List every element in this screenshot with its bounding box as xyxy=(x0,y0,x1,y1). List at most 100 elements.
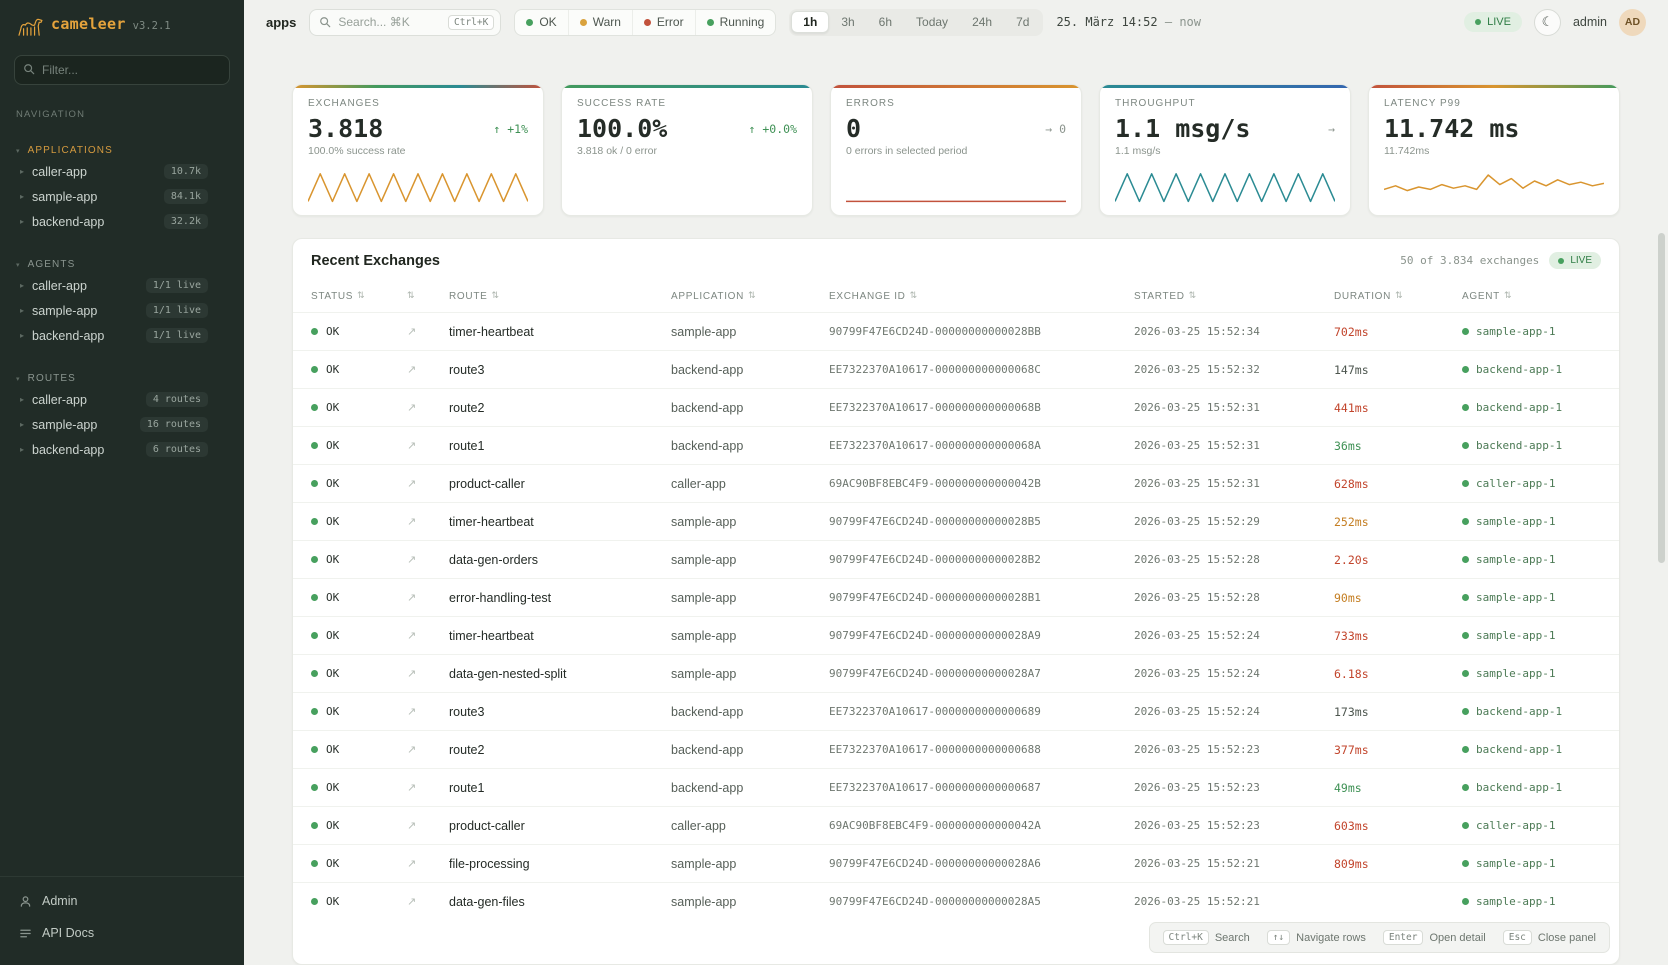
status-filter[interactable]: Error xyxy=(632,10,695,35)
main-area: apps Ctrl+K OK Warn Error Running 1h3h6h… xyxy=(244,0,1668,965)
open-detail-icon[interactable]: ↗ xyxy=(407,705,449,718)
open-detail-icon[interactable]: ↗ xyxy=(407,895,449,908)
col-started[interactable]: STARTED⇅ xyxy=(1134,291,1334,302)
status-label: OK xyxy=(326,515,339,528)
time-range-button[interactable]: Today xyxy=(904,11,960,33)
time-range-button[interactable]: 3h xyxy=(829,11,866,33)
time-range-button[interactable]: 24h xyxy=(960,11,1004,33)
sidebar-item[interactable]: ▸ sample-app 84.1k xyxy=(0,184,244,209)
table-row[interactable]: OK ↗ data-gen-nested-split sample-app 90… xyxy=(293,654,1619,692)
open-detail-icon[interactable]: ↗ xyxy=(407,325,449,338)
application-name: caller-app xyxy=(671,477,829,491)
sidebar-item[interactable]: ▸ caller-app 1/1 live xyxy=(0,273,244,298)
table-row[interactable]: OK ↗ product-caller caller-app 69AC90BF8… xyxy=(293,464,1619,502)
status-label: OK xyxy=(326,819,339,832)
live-badge[interactable]: LIVE xyxy=(1464,12,1522,32)
open-detail-icon[interactable]: ↗ xyxy=(407,667,449,680)
table-row[interactable]: OK ↗ timer-heartbeat sample-app 90799F47… xyxy=(293,312,1619,350)
started-timestamp: 2026-03-25 15:52:24 xyxy=(1134,705,1334,718)
sidebar-item[interactable]: ▸ sample-app 16 routes xyxy=(0,412,244,437)
date-range[interactable]: 25. März 14:52 — now xyxy=(1056,15,1201,29)
table-row[interactable]: OK ↗ route1 backend-app EE7322370A10617-… xyxy=(293,768,1619,806)
open-detail-icon[interactable]: ↗ xyxy=(407,781,449,794)
status-filter[interactable]: Running xyxy=(695,10,776,35)
application-name: sample-app xyxy=(671,857,829,871)
col-route[interactable]: ROUTE⇅ xyxy=(449,291,671,302)
table-row[interactable]: OK ↗ data-gen-files sample-app 90799F47E… xyxy=(293,882,1619,920)
sidebar-section-header[interactable]: ▾ AGENTS xyxy=(0,256,244,273)
context-label[interactable]: apps xyxy=(266,15,296,30)
agent-name: sample-app-1 xyxy=(1476,325,1555,338)
live-dot xyxy=(1475,19,1481,25)
scrollbar-thumb[interactable] xyxy=(1658,233,1665,563)
col-expand[interactable]: ⇅ xyxy=(407,291,449,301)
sidebar-item-label: caller-app xyxy=(32,393,87,407)
status-filter[interactable]: Warn xyxy=(568,10,632,35)
exchange-id: 69AC90BF8EBC4F9-000000000000042B xyxy=(829,477,1134,490)
open-detail-icon[interactable]: ↗ xyxy=(407,819,449,832)
route-name: route3 xyxy=(449,363,671,377)
open-detail-icon[interactable]: ↗ xyxy=(407,553,449,566)
sidebar-item-api-docs[interactable]: API Docs xyxy=(0,917,244,949)
table-row[interactable]: OK ↗ route2 backend-app EE7322370A10617-… xyxy=(293,388,1619,426)
global-search[interactable]: Ctrl+K xyxy=(309,9,501,36)
sidebar-item[interactable]: ▸ caller-app 10.7k xyxy=(0,159,244,184)
sidebar-item[interactable]: ▸ sample-app 1/1 live xyxy=(0,298,244,323)
sort-icon: ⇅ xyxy=(748,291,756,301)
sidebar-item[interactable]: ▸ backend-app 1/1 live xyxy=(0,323,244,348)
status-dot xyxy=(526,19,533,26)
col-application[interactable]: APPLICATION⇅ xyxy=(671,291,829,302)
status-label: OK xyxy=(326,781,339,794)
table-row[interactable]: OK ↗ product-caller caller-app 69AC90BF8… xyxy=(293,806,1619,844)
time-range-button[interactable]: 6h xyxy=(867,11,904,33)
table-row[interactable]: OK ↗ timer-heartbeat sample-app 90799F47… xyxy=(293,502,1619,540)
sidebar-item[interactable]: ▸ backend-app 32.2k xyxy=(0,209,244,234)
agent-status-dot xyxy=(1462,366,1469,373)
exchange-id: 90799F47E6CD24D-00000000000028B1 xyxy=(829,591,1134,604)
time-range-button[interactable]: 1h xyxy=(791,11,829,33)
application-name: backend-app xyxy=(671,705,829,719)
time-range-button[interactable]: 7d xyxy=(1004,11,1041,33)
sidebar-item[interactable]: ▸ backend-app 6 routes xyxy=(0,437,244,462)
table-row[interactable]: OK ↗ route3 backend-app EE7322370A10617-… xyxy=(293,692,1619,730)
open-detail-icon[interactable]: ↗ xyxy=(407,439,449,452)
table-row[interactable]: OK ↗ file-processing sample-app 90799F47… xyxy=(293,844,1619,882)
col-agent[interactable]: AGENT⇅ xyxy=(1462,291,1619,302)
open-detail-icon[interactable]: ↗ xyxy=(407,857,449,870)
sidebar-item-admin[interactable]: Admin xyxy=(0,885,244,917)
agent-status-dot xyxy=(1462,556,1469,563)
open-detail-icon[interactable]: ↗ xyxy=(407,515,449,528)
theme-toggle-button[interactable]: ☾ xyxy=(1534,9,1561,36)
sidebar-section-header[interactable]: ▾ APPLICATIONS xyxy=(0,142,244,159)
nav-section-label: NAVIGATION xyxy=(0,91,244,120)
avatar[interactable]: AD xyxy=(1619,9,1646,36)
sidebar-filter-input[interactable] xyxy=(14,55,230,85)
open-detail-icon[interactable]: ↗ xyxy=(407,629,449,642)
table-row[interactable]: OK ↗ route2 backend-app EE7322370A10617-… xyxy=(293,730,1619,768)
table-row[interactable]: OK ↗ route3 backend-app EE7322370A10617-… xyxy=(293,350,1619,388)
duration-value: 809ms xyxy=(1334,857,1462,871)
open-detail-icon[interactable]: ↗ xyxy=(407,363,449,376)
route-name: data-gen-orders xyxy=(449,553,671,567)
status-filter[interactable]: OK xyxy=(515,10,567,35)
col-status[interactable]: STATUS⇅ xyxy=(311,291,407,302)
table-row[interactable]: OK ↗ data-gen-orders sample-app 90799F47… xyxy=(293,540,1619,578)
agent-name: sample-app-1 xyxy=(1476,553,1555,566)
table-row[interactable]: OK ↗ route1 backend-app EE7322370A10617-… xyxy=(293,426,1619,464)
open-detail-icon[interactable]: ↗ xyxy=(407,591,449,604)
col-exchange-id[interactable]: EXCHANGE ID⇅ xyxy=(829,291,1134,302)
agent-name: caller-app-1 xyxy=(1476,819,1555,832)
card-value: 3.818 xyxy=(308,114,383,143)
exchange-id: 90799F47E6CD24D-00000000000028A6 xyxy=(829,857,1134,870)
global-search-input[interactable] xyxy=(338,15,441,29)
open-detail-icon[interactable]: ↗ xyxy=(407,743,449,756)
sidebar-item-label: sample-app xyxy=(32,190,97,204)
open-detail-icon[interactable]: ↗ xyxy=(407,401,449,414)
table-row[interactable]: OK ↗ timer-heartbeat sample-app 90799F47… xyxy=(293,616,1619,654)
sidebar-section-header[interactable]: ▾ ROUTES xyxy=(0,370,244,387)
agent-status-dot xyxy=(1462,898,1469,905)
col-duration[interactable]: DURATION⇅ xyxy=(1334,291,1462,302)
sidebar-item[interactable]: ▸ caller-app 4 routes xyxy=(0,387,244,412)
open-detail-icon[interactable]: ↗ xyxy=(407,477,449,490)
table-row[interactable]: OK ↗ error-handling-test sample-app 9079… xyxy=(293,578,1619,616)
